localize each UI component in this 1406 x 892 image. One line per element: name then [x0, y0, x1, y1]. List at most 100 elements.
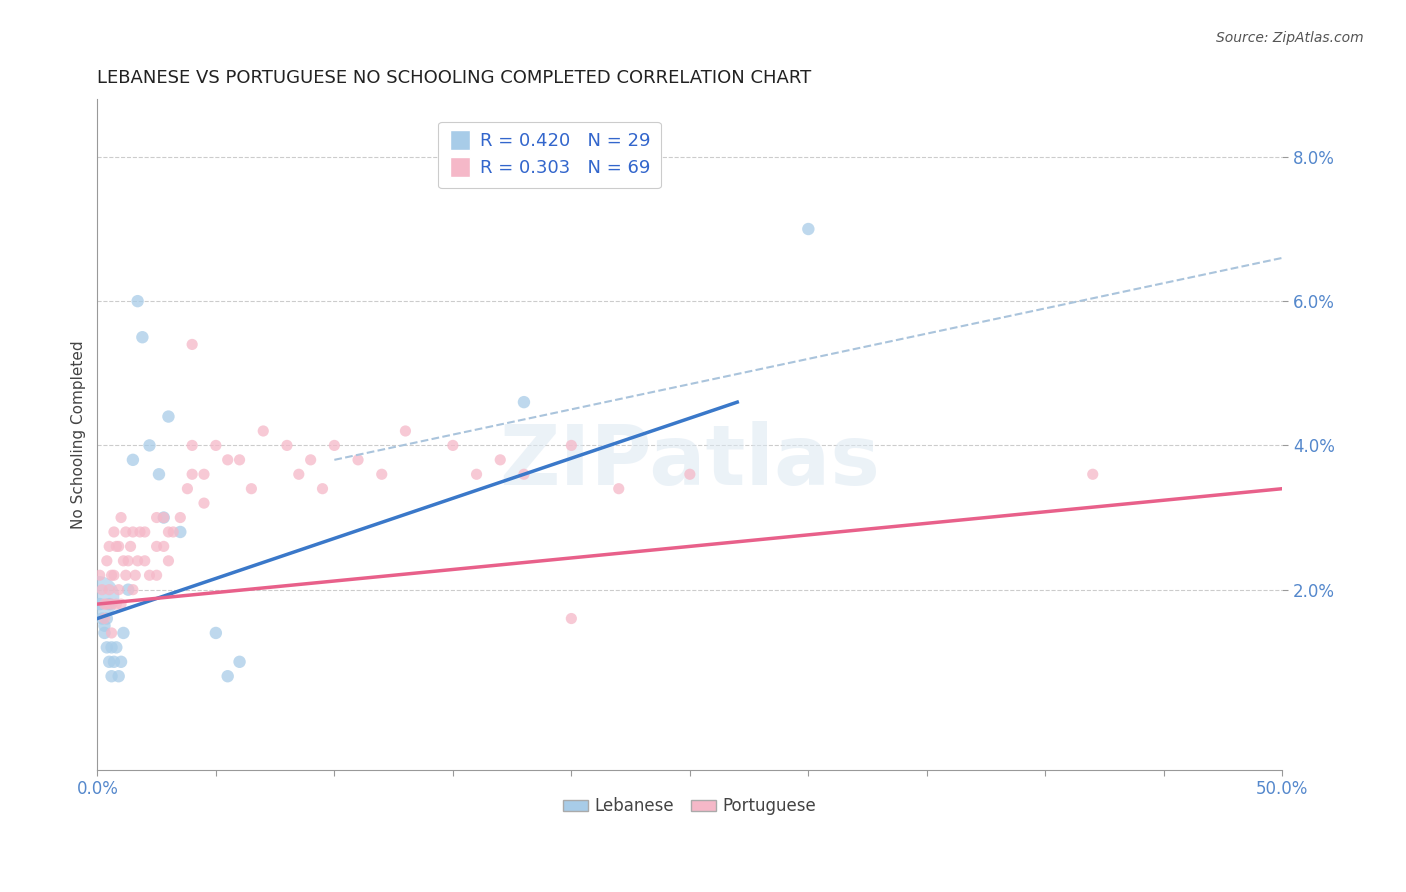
Point: [560, 611, 582, 625]
Point: [252, 424, 274, 438]
Point: [513, 467, 536, 482]
Point: [679, 467, 702, 482]
Point: [169, 510, 191, 524]
Point: [127, 554, 149, 568]
Point: [107, 582, 129, 597]
Point: [89, 568, 111, 582]
Point: [98, 597, 121, 611]
Point: [98, 540, 121, 554]
Point: [193, 467, 215, 482]
Point: [117, 582, 139, 597]
Point: [105, 540, 128, 554]
Point: [98, 582, 121, 597]
Point: [105, 597, 128, 611]
Point: [93, 626, 115, 640]
Point: [91, 582, 114, 597]
Point: [117, 554, 139, 568]
Point: [138, 568, 160, 582]
Point: [152, 510, 174, 524]
Point: [276, 438, 298, 452]
Point: [96, 611, 118, 625]
Point: [107, 540, 129, 554]
Point: [138, 438, 160, 452]
Point: [134, 554, 156, 568]
Point: [157, 524, 180, 539]
Point: [122, 582, 145, 597]
Point: [1081, 467, 1104, 482]
Point: [134, 524, 156, 539]
Point: [323, 438, 346, 452]
Point: [127, 294, 149, 309]
Text: LEBANESE VS PORTUGUESE NO SCHOOLING COMPLETED CORRELATION CHART: LEBANESE VS PORTUGUESE NO SCHOOLING COMP…: [97, 69, 811, 87]
Point: [193, 496, 215, 510]
Y-axis label: No Schooling Completed: No Schooling Completed: [72, 340, 86, 529]
Text: Source: ZipAtlas.com: Source: ZipAtlas.com: [1216, 31, 1364, 45]
Point: [100, 626, 122, 640]
Point: [145, 568, 167, 582]
Point: [110, 597, 132, 611]
Text: ZIPatlas: ZIPatlas: [499, 421, 880, 502]
Point: [311, 482, 333, 496]
Point: [98, 655, 121, 669]
Point: [114, 524, 136, 539]
Point: [100, 597, 122, 611]
Point: [89, 597, 111, 611]
Point: [145, 510, 167, 524]
Point: [560, 438, 582, 452]
Point: [228, 655, 250, 669]
Point: [129, 524, 152, 539]
Point: [120, 540, 142, 554]
Point: [100, 640, 122, 655]
Point: [87, 590, 110, 604]
Point: [93, 611, 115, 625]
Point: [797, 222, 820, 236]
Point: [176, 482, 198, 496]
Point: [96, 554, 118, 568]
Point: [145, 540, 167, 554]
Point: [240, 482, 263, 496]
Point: [513, 395, 536, 409]
Point: [122, 453, 145, 467]
Point: [607, 482, 630, 496]
Point: [371, 467, 394, 482]
Point: [228, 453, 250, 467]
Point: [103, 655, 125, 669]
Point: [157, 554, 180, 568]
Point: [217, 453, 239, 467]
Point: [112, 626, 135, 640]
Point: [114, 568, 136, 582]
Point: [394, 424, 416, 438]
Point: [181, 467, 204, 482]
Point: [103, 568, 125, 582]
Point: [152, 510, 174, 524]
Point: [347, 453, 370, 467]
Point: [148, 467, 170, 482]
Point: [157, 409, 180, 424]
Point: [205, 438, 228, 452]
Point: [96, 640, 118, 655]
Point: [91, 611, 114, 625]
Point: [205, 626, 228, 640]
Point: [465, 467, 488, 482]
Point: [93, 618, 115, 632]
Point: [100, 669, 122, 683]
Point: [162, 524, 184, 539]
Point: [181, 337, 204, 351]
Point: [299, 453, 322, 467]
Point: [100, 568, 122, 582]
Point: [217, 669, 239, 683]
Point: [110, 655, 132, 669]
Point: [169, 524, 191, 539]
Point: [124, 568, 146, 582]
Legend: Lebanese, Portuguese: Lebanese, Portuguese: [557, 790, 823, 822]
Point: [441, 438, 464, 452]
Point: [122, 524, 145, 539]
Point: [152, 540, 174, 554]
Point: [96, 597, 118, 611]
Point: [107, 669, 129, 683]
Point: [103, 524, 125, 539]
Point: [110, 510, 132, 524]
Point: [489, 453, 512, 467]
Point: [181, 438, 204, 452]
Point: [131, 330, 153, 344]
